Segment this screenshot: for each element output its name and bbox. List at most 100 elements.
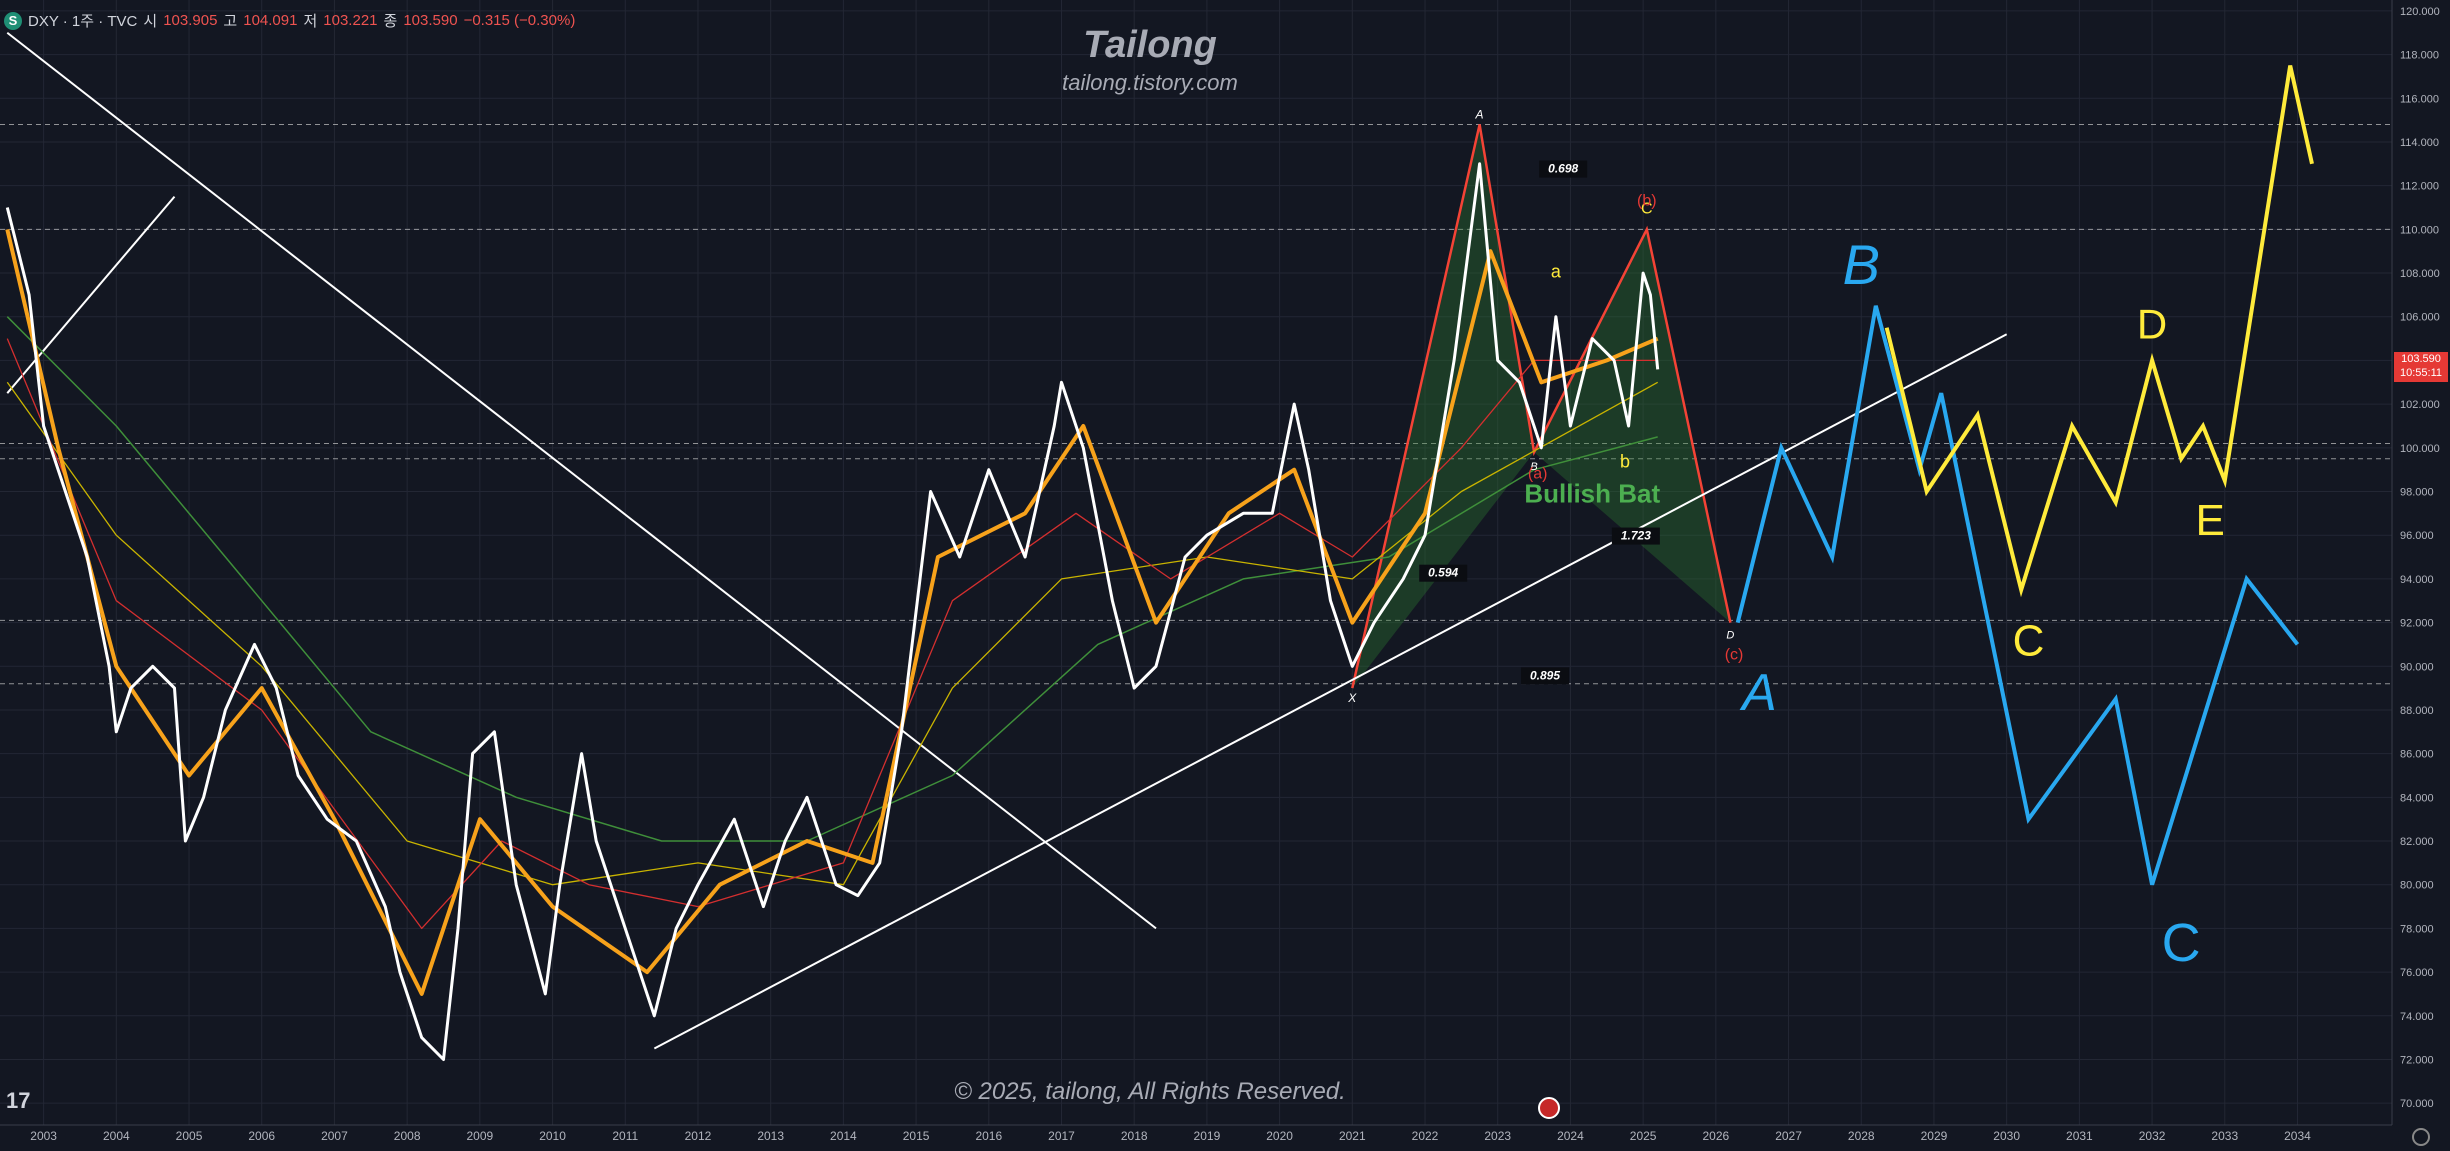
high-value: 104.091 (243, 12, 298, 29)
ratio-xad-label: 0.895 (1530, 668, 1560, 682)
year-tick-label: 2016 (975, 1129, 1002, 1143)
year-tick-label: 2006 (248, 1129, 275, 1143)
year-tick-label: 2017 (1048, 1129, 1075, 1143)
year-tick-label: 2013 (757, 1129, 784, 1143)
price-tick-label: 110.000 (2400, 224, 2439, 236)
bullish-bat-pattern (1351, 124, 1732, 689)
year-tick-label: 2003 (30, 1129, 57, 1143)
price-tick-label: 100.000 (2400, 443, 2440, 455)
trendline (6, 195, 176, 394)
price-tick-label: 98.000 (2400, 487, 2434, 499)
ratio-abc-label: 0.594 (1428, 566, 1458, 580)
handwritten-c-yellow-label: C (2013, 616, 2045, 665)
open-value: 103.905 (163, 12, 218, 29)
year-tick-label: 2032 (2139, 1129, 2166, 1143)
year-tick-label: 2026 (1702, 1129, 1729, 1143)
price-axis: 70.000 72.000 74.000 76.000 78.000 80.000 82.0… (2391, 0, 2450, 1151)
low-label: 저 (303, 13, 318, 30)
label-x-point: X (1347, 691, 1357, 705)
ratio-xab-label-bg (1539, 160, 1588, 178)
year-tick-label: 2027 (1775, 1129, 1802, 1143)
price-tick-label: 94.000 (2400, 574, 2434, 586)
pattern-name-label: Bullish Bat (1524, 478, 1660, 508)
handwritten-a-label: A (1739, 664, 1777, 722)
price-tick-label: 92.000 (2400, 618, 2434, 630)
ratio-xab-label: 0.698 (1548, 162, 1578, 176)
trendline (653, 333, 2008, 1050)
year-tick-label: 2034 (2284, 1129, 2311, 1143)
price-tick-label: 112.000 (2400, 181, 2439, 193)
year-tick-label: 2005 (176, 1129, 203, 1143)
bar-countdown: 10:55:11 (2399, 367, 2442, 379)
handwritten-b-label: B (1843, 233, 1880, 296)
price-tick-label: 90.000 (2400, 661, 2434, 673)
price-tick-label: 108.000 (2400, 268, 2440, 280)
label-wave-b-red: (b) (1637, 192, 1657, 209)
year-tick-label: 2009 (467, 1129, 494, 1143)
watermark-subtitle: tailong.tistory.com (1062, 70, 1238, 95)
high-label: 고 (223, 13, 238, 30)
price-tick-label: 106.000 (2400, 312, 2440, 324)
price-tick-label: 80.000 (2400, 880, 2434, 892)
ratio-bcd-label-bg (1611, 527, 1660, 545)
year-tick-label: 2004 (103, 1129, 130, 1143)
pattern-edge (1351, 124, 1732, 689)
year-tick-label: 2028 (1848, 1129, 1875, 1143)
year-tick-label: 2011 (612, 1129, 638, 1143)
price-tick-label: 70.000 (2400, 1098, 2434, 1110)
price-tick-label: 102.000 (2400, 399, 2440, 411)
label-wave-c-red: (c) (1725, 647, 1744, 664)
current-price: 103.590 (2401, 353, 2441, 365)
copyright-text: © 2025, tailong, All Rights Reserved. (954, 1078, 1346, 1105)
tradingview-logo[interactable]: 17 (6, 1088, 31, 1113)
event-flag-icon[interactable] (1538, 1097, 1560, 1119)
year-tick-label: 2021 (1339, 1129, 1366, 1143)
year-tick-label: 2030 (1993, 1129, 2020, 1143)
watermark-title: Tailong (1083, 24, 1217, 66)
label-wave-a: a (1551, 261, 1562, 281)
close-value: 103.590 (403, 12, 458, 29)
handwritten-c-blue-label: C (2162, 913, 2201, 973)
price-tick-label: 120.000 (2400, 6, 2440, 18)
handwritten-e-label: E (2196, 496, 2225, 545)
ma-red-line (6, 338, 1658, 930)
year-tick-label: 2025 (1630, 1129, 1657, 1143)
price-tick-label: 114.000 (2400, 137, 2439, 149)
price-tick-label: 88.000 (2400, 705, 2434, 717)
forecast-yellow-path (1884, 65, 2314, 598)
price-tick-label: 84.000 (2400, 792, 2434, 804)
price-tick-label: 96.000 (2400, 530, 2434, 542)
price-tick-label: 116.000 (2400, 93, 2439, 105)
symbol-name[interactable]: DXY · 1주 · TVC (28, 13, 138, 30)
year-tick-label: 2031 (2066, 1129, 2093, 1143)
label-c-point: C (1641, 200, 1653, 217)
forecast-paths (1735, 65, 2314, 886)
label-b-point: B (1530, 461, 1537, 473)
handwritten-d-label: D (2137, 301, 2167, 348)
settings-icon[interactable] (2412, 1128, 2430, 1146)
symbol-legend[interactable]: S DXY · 1주 · TVC 시 103.905 고 104.091 저 103.… (4, 10, 575, 31)
year-tick-label: 2022 (1412, 1129, 1439, 1143)
price-tick-label: 76.000 (2400, 967, 2434, 979)
price-line (5, 162, 1660, 1061)
symbol-icon: S (4, 11, 22, 30)
close-label: 종 (383, 13, 398, 30)
price-tick-label: 86.000 (2400, 749, 2434, 761)
change-value: −0.315 (−0.30%) (463, 12, 576, 29)
label-wave-b: b (1620, 451, 1630, 471)
year-tick-label: 2024 (1557, 1129, 1584, 1143)
year-tick-label: 2007 (321, 1129, 348, 1143)
trendline (6, 31, 1157, 930)
horizontal-levels (0, 124, 2392, 685)
year-tick-label: 2019 (1194, 1129, 1221, 1143)
ema-fast-line (5, 228, 1659, 996)
year-tick-label: 2020 (1266, 1129, 1293, 1143)
price-tick-label: 118.000 (2400, 50, 2439, 62)
price-tick-label: 72.000 (2400, 1054, 2434, 1066)
year-tick-label: 2010 (539, 1129, 566, 1143)
pattern-bcd-fill (1534, 229, 1731, 623)
ratio-bcd-label: 1.723 (1621, 529, 1651, 543)
year-tick-label: 2033 (2211, 1129, 2238, 1143)
price-tick-label: 82.000 (2400, 836, 2434, 848)
